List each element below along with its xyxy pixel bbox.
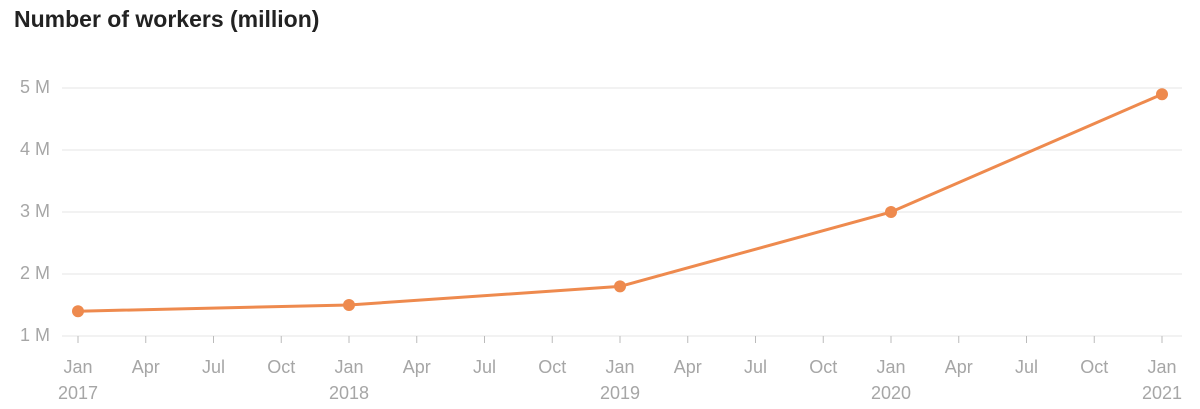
- point: [343, 299, 355, 311]
- y-tick-label: 2 M: [20, 263, 50, 283]
- point: [614, 280, 626, 293]
- point: [72, 305, 84, 318]
- x-tick-label: Jan: [605, 357, 634, 377]
- x-tick-label: Jul: [202, 357, 225, 377]
- x-tick-label: Oct: [538, 357, 566, 377]
- x-tick-label: Jan: [334, 357, 363, 377]
- y-tick-label: 1 M: [20, 325, 50, 345]
- x-tick-label: Jan: [63, 357, 92, 377]
- x-tick-label: Jan: [1147, 357, 1176, 377]
- x-tick-label: Apr: [674, 357, 702, 377]
- x-year-label: 2019: [600, 383, 640, 403]
- x-tick-label: Jul: [744, 357, 767, 377]
- point: [1156, 88, 1168, 101]
- x-year-label: 2021: [1142, 383, 1182, 403]
- x-year-label: 2020: [871, 383, 911, 403]
- x-tick-label: Apr: [132, 357, 160, 377]
- x-tick-label: Oct: [267, 357, 295, 377]
- x-year-label: 2017: [58, 383, 98, 403]
- y-tick-label: 4 M: [20, 139, 50, 159]
- x-tick-label: Jul: [1015, 357, 1038, 377]
- x-tick-label: Apr: [945, 357, 973, 377]
- line: [77, 92, 1163, 313]
- x-tick-label: Oct: [1080, 357, 1108, 377]
- x-year-label: 2018: [329, 383, 369, 403]
- chart-title: Number of workers (million): [14, 6, 319, 32]
- x-tick-label: Jul: [473, 357, 496, 377]
- y-tick-label: 5 M: [20, 77, 50, 97]
- x-tick-label: Apr: [403, 357, 431, 377]
- point: [885, 206, 897, 218]
- x-tick-label: Jan: [876, 357, 905, 377]
- x-tick-label: Oct: [809, 357, 837, 377]
- y-tick-label: 3 M: [20, 201, 50, 221]
